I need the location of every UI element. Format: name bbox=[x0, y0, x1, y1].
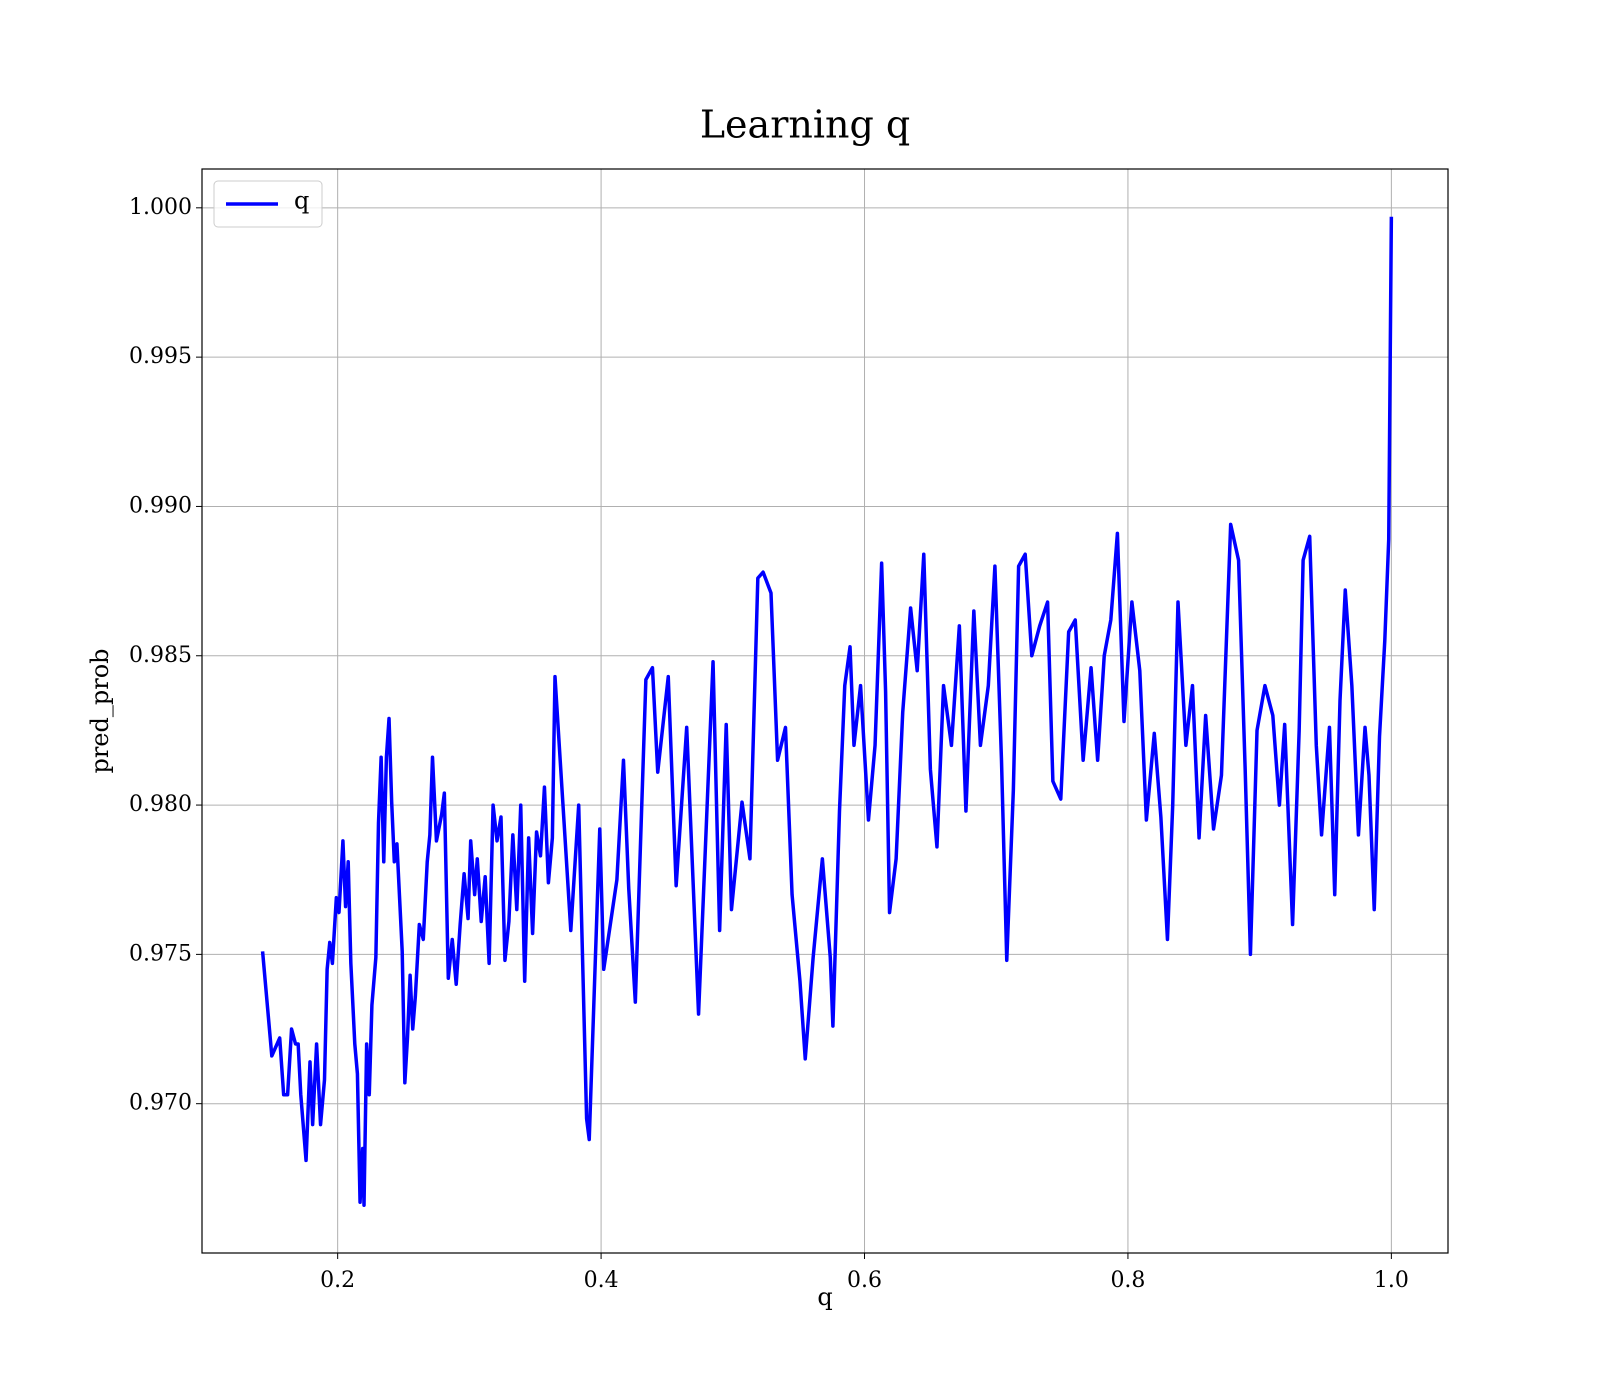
y-tick-label: 0.995 bbox=[129, 344, 192, 369]
chart-title: Learning q bbox=[700, 103, 910, 147]
line bbox=[260, 216, 1394, 1207]
x-tick-label: 0.6 bbox=[847, 1268, 882, 1293]
y-tick-label: 1.000 bbox=[129, 195, 192, 220]
y-tick-label: 0.970 bbox=[129, 1091, 192, 1116]
x-axis-label: q bbox=[817, 1283, 832, 1311]
plot-frame bbox=[201, 168, 1449, 1254]
y-tick-label: 0.985 bbox=[129, 643, 192, 668]
y-tick-label: 0.980 bbox=[129, 792, 192, 817]
x-tick-label: 0.2 bbox=[320, 1268, 355, 1293]
y-axis-label: pred_prob bbox=[86, 648, 114, 773]
y-tick-label: 0.975 bbox=[129, 941, 192, 966]
x-tick-label: 1.0 bbox=[1374, 1268, 1409, 1293]
x-tick-label: 0.4 bbox=[584, 1268, 619, 1293]
x-tick-label: 0.8 bbox=[1110, 1268, 1145, 1293]
legend-label: q bbox=[294, 187, 309, 215]
y-tick-label: 0.990 bbox=[129, 493, 192, 518]
